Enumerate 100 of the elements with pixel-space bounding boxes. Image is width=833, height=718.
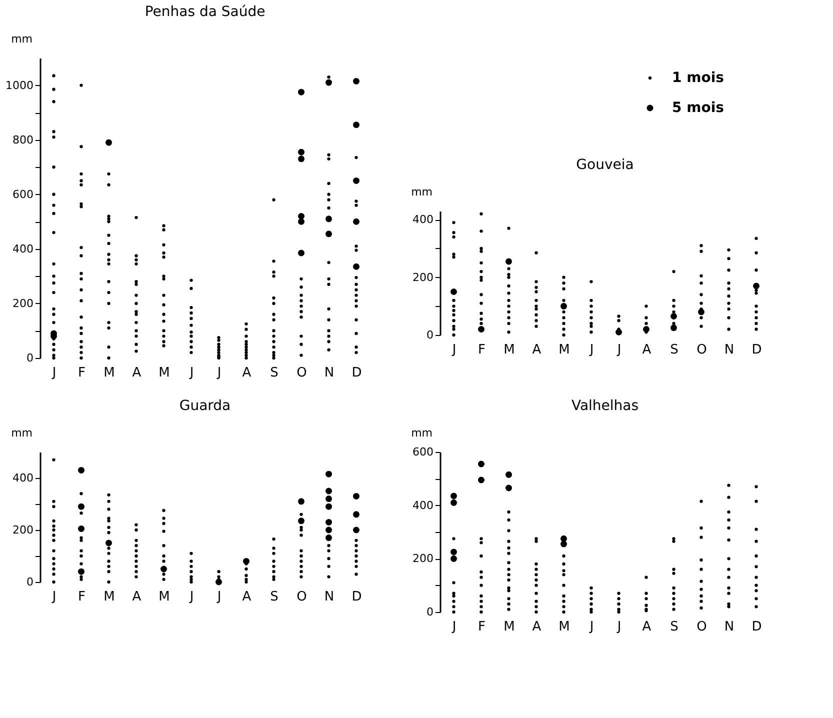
point bbox=[80, 288, 83, 292]
point bbox=[107, 493, 110, 496]
point bbox=[754, 268, 758, 272]
point bbox=[590, 610, 593, 614]
point bbox=[52, 458, 56, 462]
point bbox=[534, 319, 538, 322]
point bbox=[507, 561, 510, 564]
point bbox=[107, 220, 110, 224]
point bbox=[560, 535, 567, 542]
point bbox=[590, 592, 593, 595]
point bbox=[107, 531, 110, 534]
point bbox=[354, 564, 358, 568]
point bbox=[162, 554, 166, 558]
point bbox=[190, 316, 193, 320]
point bbox=[534, 592, 538, 595]
point bbox=[327, 557, 330, 560]
point bbox=[562, 310, 566, 314]
point bbox=[672, 586, 676, 590]
point bbox=[700, 274, 703, 278]
chart-title: Gouveia bbox=[576, 157, 634, 173]
point bbox=[507, 546, 510, 550]
point bbox=[300, 304, 303, 308]
point bbox=[507, 540, 510, 543]
point bbox=[327, 307, 330, 310]
point bbox=[507, 602, 510, 606]
y-tick-label: 600 bbox=[12, 188, 34, 201]
point bbox=[672, 608, 676, 611]
point bbox=[272, 570, 276, 574]
point bbox=[52, 262, 56, 266]
point bbox=[590, 608, 593, 611]
y-tick-label: 0 bbox=[26, 576, 34, 588]
point bbox=[217, 342, 220, 346]
point bbox=[534, 578, 538, 582]
point bbox=[327, 260, 330, 264]
point bbox=[134, 254, 138, 258]
point bbox=[300, 310, 303, 314]
point bbox=[134, 329, 138, 332]
point bbox=[300, 554, 303, 558]
point bbox=[300, 354, 303, 357]
point bbox=[300, 526, 303, 529]
point bbox=[727, 518, 730, 522]
point bbox=[80, 246, 83, 250]
point bbox=[190, 340, 193, 344]
x-tick-label: J bbox=[188, 590, 194, 604]
y-tick-label: 0 bbox=[426, 606, 434, 618]
point bbox=[244, 342, 248, 346]
point bbox=[617, 319, 620, 322]
y-axis-title: mm bbox=[411, 426, 432, 440]
x-tick-label: O bbox=[696, 342, 707, 358]
point bbox=[190, 286, 193, 290]
point bbox=[80, 578, 83, 581]
x-tick-label: D bbox=[752, 342, 762, 358]
point bbox=[52, 567, 56, 571]
point bbox=[162, 274, 166, 278]
point bbox=[562, 600, 566, 603]
point bbox=[354, 248, 358, 252]
point bbox=[562, 282, 566, 285]
point bbox=[327, 206, 330, 210]
point bbox=[507, 267, 510, 270]
point bbox=[754, 528, 758, 531]
point bbox=[162, 544, 166, 548]
point bbox=[480, 584, 483, 587]
point bbox=[272, 318, 276, 322]
point bbox=[134, 282, 138, 286]
point bbox=[617, 608, 620, 611]
point bbox=[80, 575, 83, 578]
point bbox=[52, 204, 56, 207]
point bbox=[507, 276, 510, 279]
point bbox=[480, 594, 483, 598]
point bbox=[450, 492, 457, 500]
point bbox=[534, 298, 538, 302]
point bbox=[107, 172, 110, 176]
point bbox=[727, 268, 730, 272]
point bbox=[590, 324, 593, 328]
point bbox=[52, 274, 56, 278]
point bbox=[534, 600, 538, 603]
point bbox=[480, 541, 483, 544]
point bbox=[272, 334, 276, 338]
point bbox=[52, 524, 56, 528]
point bbox=[727, 538, 730, 542]
point bbox=[272, 340, 276, 344]
point bbox=[534, 313, 538, 316]
point bbox=[644, 316, 648, 320]
point bbox=[562, 605, 566, 608]
point bbox=[644, 592, 648, 595]
point bbox=[107, 500, 110, 503]
point bbox=[162, 522, 166, 526]
point bbox=[700, 316, 703, 320]
point bbox=[672, 270, 676, 274]
y-tick-label: 0 bbox=[26, 352, 34, 364]
point bbox=[672, 298, 676, 302]
point bbox=[244, 574, 248, 578]
point bbox=[78, 525, 84, 532]
point bbox=[354, 276, 358, 280]
point bbox=[534, 610, 538, 614]
point bbox=[327, 340, 330, 344]
point bbox=[162, 508, 166, 512]
point bbox=[300, 534, 303, 537]
point bbox=[700, 302, 703, 305]
point bbox=[452, 235, 456, 239]
